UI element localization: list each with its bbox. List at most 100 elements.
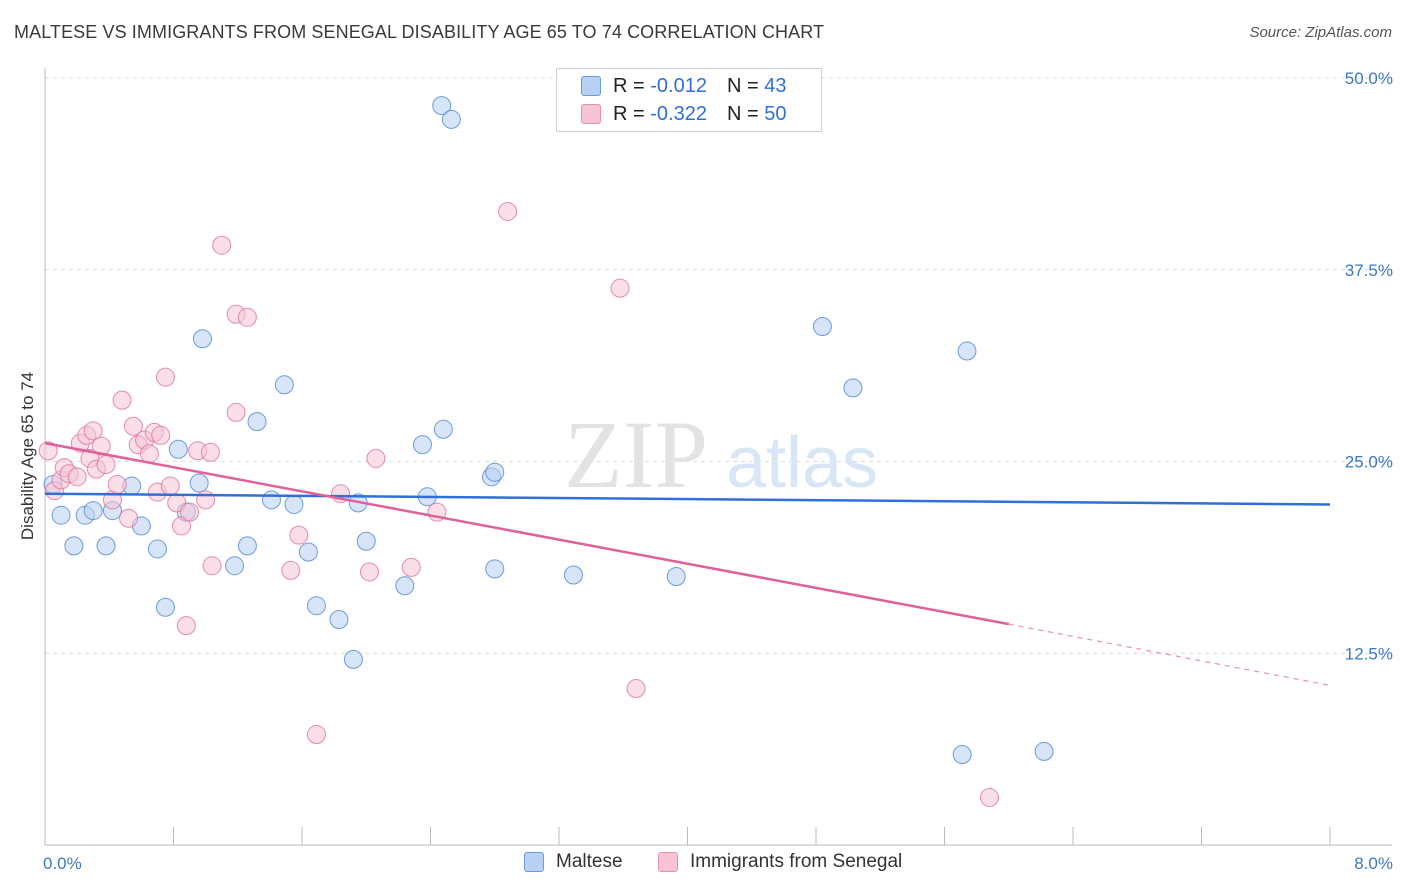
maltese-point: [192, 329, 212, 349]
maltese-point: [168, 439, 188, 459]
maltese-point: [155, 597, 175, 617]
senegal-point: [123, 416, 143, 436]
maltese-point: [812, 317, 832, 337]
senegal-point: [200, 442, 220, 462]
maltese-point: [51, 505, 71, 525]
senegal-point: [401, 557, 421, 577]
maltese-point: [147, 539, 167, 559]
y-tick-label: 25.0%: [1345, 453, 1393, 472]
senegal-point: [160, 476, 180, 496]
legend-n-label: N =: [726, 74, 765, 97]
maltese-point: [225, 556, 245, 576]
maltese-point: [1034, 741, 1054, 761]
senegal-point: [226, 402, 246, 422]
legend-n-value: 43: [764, 74, 787, 97]
maltese-point: [485, 462, 505, 482]
x-tick-label: 8.0%: [1354, 854, 1393, 873]
series-legend: Maltese Immigrants from Senegal: [0, 851, 1406, 879]
maltese-point: [343, 649, 363, 669]
senegal-point: [38, 441, 58, 461]
senegal-point: [96, 455, 116, 475]
senegal-point: [212, 235, 232, 255]
maltese-point: [395, 576, 415, 596]
senegal-point: [366, 448, 386, 468]
maltese-legend-swatch: [524, 852, 544, 872]
senegal-point: [281, 560, 301, 580]
senegal-point: [359, 562, 379, 582]
chart-title: MALTESE VS IMMIGRANTS FROM SENEGAL DISAB…: [14, 22, 825, 42]
legend-n-label: N =: [726, 102, 765, 125]
senegal-point: [155, 367, 175, 387]
senegal-point: [112, 390, 132, 410]
legend-r-label: R =: [613, 74, 651, 97]
maltese-point: [329, 610, 349, 630]
maltese-point: [298, 542, 318, 562]
legend-item-senegal: Immigrants from Senegal: [658, 851, 902, 873]
source-label: Source: ZipAtlas.com: [1249, 24, 1392, 41]
maltese-trend-line: [44, 492, 1331, 506]
legend-r-label: R =: [613, 102, 651, 125]
senegal-point: [237, 307, 257, 327]
senegal-point: [979, 787, 999, 807]
watermark-atlas: atlas: [726, 423, 878, 503]
maltese-point: [64, 536, 84, 556]
senegal-point: [306, 725, 326, 745]
legend-r-value: -0.322: [650, 102, 707, 125]
maltese-point: [433, 419, 453, 439]
maltese-point: [843, 378, 863, 398]
senegal-point: [289, 525, 309, 545]
maltese-point: [957, 341, 977, 361]
senegal-point: [176, 616, 196, 636]
senegal-point: [91, 436, 111, 456]
senegal-point: [83, 421, 103, 441]
senegal-point: [119, 508, 139, 528]
senegal-point: [498, 201, 518, 221]
senegal-point: [107, 475, 127, 495]
data-points: [38, 96, 1054, 807]
legend-n-value: 50: [764, 102, 787, 125]
senegal-point: [180, 502, 200, 522]
y-tick-label: 50.0%: [1345, 69, 1393, 88]
axes: [44, 68, 1392, 846]
maltese-legend-label: Maltese: [556, 851, 623, 872]
senegal-point: [196, 490, 216, 510]
senegal-trend-extension: [1008, 623, 1331, 687]
maltese-point: [247, 412, 267, 432]
senegal-point: [626, 679, 646, 699]
maltese-point: [666, 567, 686, 587]
legend-row-maltese: R = -0.012 N = 43: [557, 72, 786, 100]
grid-lines: [45, 77, 1392, 654]
maltese-point: [96, 536, 116, 556]
tick-labels: 12.5% 25.0% 37.5% 50.0% 0.0% 8.0%: [43, 69, 1393, 873]
senegal-legend-label: Immigrants from Senegal: [690, 851, 903, 872]
senegal-point: [67, 467, 87, 487]
senegal-legend-swatch: [658, 852, 678, 872]
maltese-point: [83, 501, 103, 521]
maltese-point: [261, 490, 281, 510]
maltese-swatch: [581, 76, 601, 96]
maltese-point: [412, 435, 432, 455]
legend-r-value: -0.012: [650, 74, 707, 97]
x-tick-label: 0.0%: [43, 854, 82, 873]
watermark-zip: ZIP: [564, 401, 708, 508]
maltese-point: [189, 473, 209, 493]
maltese-point: [306, 596, 326, 616]
maltese-point: [274, 375, 294, 395]
y-tick-label: 12.5%: [1345, 644, 1393, 663]
senegal-point: [151, 425, 171, 445]
maltese-point: [284, 494, 304, 514]
maltese-point: [952, 744, 972, 764]
watermark: ZIP atlas: [564, 401, 878, 508]
maltese-point: [432, 96, 452, 116]
maltese-point: [356, 531, 376, 551]
senegal-trend-line: [44, 441, 1009, 626]
senegal-point: [610, 278, 630, 298]
maltese-point: [237, 536, 257, 556]
senegal-point: [139, 444, 159, 464]
maltese-point: [485, 559, 505, 579]
trend-lines: [44, 441, 1331, 687]
legend-item-maltese: Maltese: [524, 851, 623, 873]
legend-row-senegal: R = -0.322 N = 50: [557, 100, 786, 128]
y-axis-label: Disability Age 65 to 74: [18, 372, 37, 540]
